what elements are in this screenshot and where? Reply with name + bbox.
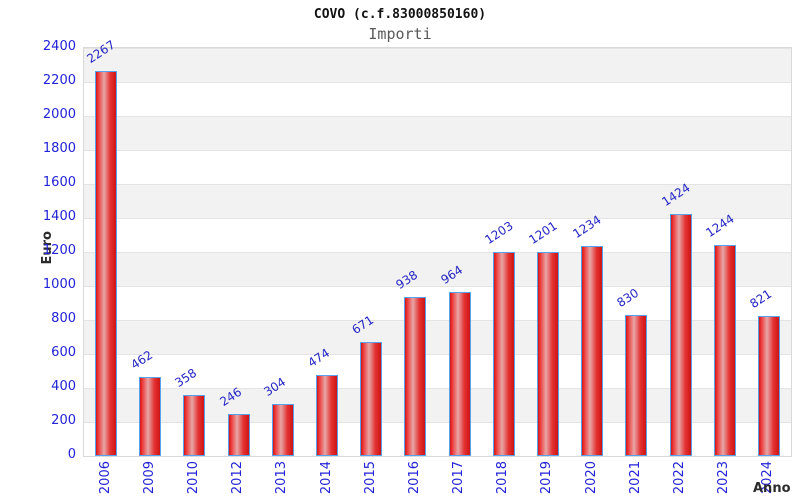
y-tick-label: 1000 bbox=[42, 277, 76, 292]
bar-slot: 1424 bbox=[658, 48, 702, 456]
x-tick-label-text: 2022 bbox=[672, 461, 688, 495]
x-tick-label-text: 2009 bbox=[141, 461, 157, 495]
y-tick-label: 2400 bbox=[42, 39, 76, 54]
y-tick-label: 0 bbox=[67, 447, 76, 462]
bar-slot: 1201 bbox=[526, 48, 570, 456]
x-tick-label: 2021 bbox=[613, 461, 657, 500]
x-tick-label-text: 2021 bbox=[627, 461, 643, 495]
bar-value-label: 1244 bbox=[703, 211, 737, 240]
bar-value-label: 1234 bbox=[570, 212, 604, 242]
bar bbox=[713, 244, 736, 456]
bar bbox=[492, 251, 515, 456]
chart-subtitle: Importi bbox=[368, 25, 432, 43]
x-tick-label: 2017 bbox=[437, 461, 481, 500]
bar-value-label: 1424 bbox=[658, 180, 693, 209]
bar-value-label: 1201 bbox=[526, 218, 560, 247]
x-tick-label: 2010 bbox=[171, 461, 215, 500]
y-tick-label: 400 bbox=[51, 379, 76, 394]
x-tick-label-text: 2016 bbox=[406, 461, 422, 495]
bar bbox=[271, 404, 294, 456]
plot-area: 2267 462 358 246 304 474 671 938 964 1203 1201 1234… bbox=[83, 37, 792, 457]
bar-slot: 964 bbox=[438, 48, 482, 456]
x-tick-label-text: 2020 bbox=[583, 461, 599, 495]
y-tick-label: 2200 bbox=[42, 73, 76, 88]
y-tick-label: 1400 bbox=[42, 209, 76, 224]
bar bbox=[581, 246, 604, 456]
bar-value-label: 358 bbox=[172, 365, 200, 391]
bar-slot: 1244 bbox=[703, 48, 747, 456]
bar-slot: 1203 bbox=[482, 48, 526, 456]
x-tick-label-text: 2012 bbox=[230, 461, 246, 495]
y-tick-label: 2000 bbox=[42, 107, 76, 122]
bar bbox=[183, 395, 206, 456]
bar bbox=[139, 377, 162, 456]
x-tick-label: 2013 bbox=[260, 461, 304, 500]
x-tick-label-text: 2015 bbox=[362, 461, 378, 495]
y-tick-label: 600 bbox=[51, 345, 76, 360]
bar-value-label: 304 bbox=[261, 375, 289, 400]
x-tick-label: 2018 bbox=[481, 461, 525, 500]
bar-slot: 304 bbox=[261, 48, 305, 456]
bar bbox=[757, 316, 780, 456]
bar bbox=[669, 213, 692, 456]
bar-value-label: 830 bbox=[614, 285, 642, 310]
x-tick-label-text: 2019 bbox=[539, 461, 555, 495]
bar-value-label: 821 bbox=[747, 287, 775, 312]
x-tick-label: 2020 bbox=[569, 461, 613, 500]
x-tick-label-text: 2006 bbox=[97, 461, 113, 495]
bar bbox=[448, 292, 471, 456]
x-tick-label-text: 2018 bbox=[495, 461, 511, 495]
bar-value-label: 246 bbox=[217, 384, 244, 410]
x-tick-label: 2009 bbox=[127, 461, 171, 500]
bar bbox=[404, 296, 427, 456]
bar-slot: 462 bbox=[128, 48, 172, 456]
bar-value-label: 964 bbox=[437, 262, 465, 288]
chart-title: COVO (c.f.83000850160) bbox=[313, 7, 487, 22]
y-tick-label: 1800 bbox=[42, 141, 76, 156]
bar-slot: 830 bbox=[614, 48, 658, 456]
bar-slot: 1234 bbox=[570, 48, 614, 456]
y-tick-label: 200 bbox=[51, 413, 76, 428]
bar-value-label: 1203 bbox=[482, 218, 516, 247]
x-tick-label: 2019 bbox=[525, 461, 569, 500]
bar-value-label: 462 bbox=[128, 348, 156, 373]
x-axis-title: Anno bbox=[753, 481, 791, 496]
bar bbox=[316, 375, 339, 456]
x-tick-label: 2012 bbox=[216, 461, 260, 500]
x-tick-label: 2023 bbox=[702, 461, 746, 500]
x-tick-label-text: 2014 bbox=[318, 461, 334, 495]
x-tick-label: 2014 bbox=[304, 461, 348, 500]
bar bbox=[95, 70, 118, 456]
bar-value-label: 938 bbox=[393, 267, 421, 292]
y-tick-label: 800 bbox=[51, 311, 76, 326]
bar-value-label: 671 bbox=[349, 312, 377, 337]
x-tick-label: 2022 bbox=[657, 461, 701, 500]
x-tick-label-text: 2023 bbox=[716, 461, 732, 495]
x-tick-label-text: 2013 bbox=[274, 461, 290, 495]
x-tick-label-text: 2010 bbox=[185, 461, 201, 495]
bar-slot: 474 bbox=[305, 48, 349, 456]
bar bbox=[625, 314, 648, 456]
bar-slot: 246 bbox=[217, 48, 261, 456]
x-tick-label: 2015 bbox=[348, 461, 392, 500]
x-tick-label: 2016 bbox=[392, 461, 436, 500]
bar bbox=[360, 341, 383, 456]
bar-slot: 358 bbox=[172, 48, 216, 456]
y-tick-label: 1600 bbox=[42, 175, 76, 190]
bar-value-label: 474 bbox=[305, 346, 333, 371]
x-tick-label: 2006 bbox=[83, 461, 127, 500]
y-tick-label: 1200 bbox=[42, 243, 76, 258]
bar-slot: 671 bbox=[349, 48, 393, 456]
bar-slot: 821 bbox=[747, 48, 791, 456]
bar-slot: 938 bbox=[393, 48, 437, 456]
bar bbox=[536, 251, 559, 456]
bar bbox=[227, 414, 250, 456]
bar-slot: 2267 bbox=[84, 37, 128, 456]
x-tick-label-text: 2017 bbox=[451, 461, 467, 495]
